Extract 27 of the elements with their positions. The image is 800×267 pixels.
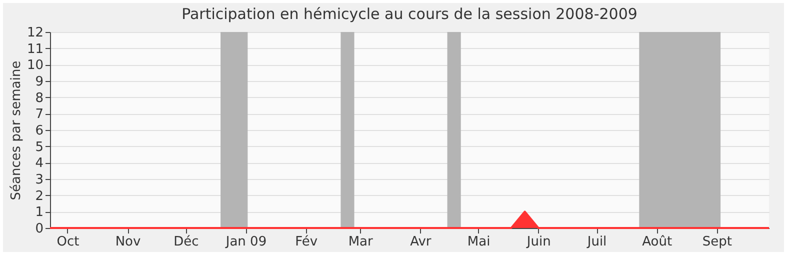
y-tick-label: 8 xyxy=(35,90,44,106)
y-tick-label: 0 xyxy=(35,222,44,236)
y-tick-label: 11 xyxy=(26,42,44,57)
y-tick-label: 1 xyxy=(35,205,44,220)
y-tick-label: 5 xyxy=(35,140,44,155)
x-tick-label: Oct xyxy=(56,234,80,250)
x-tick-label: Sept xyxy=(702,234,732,250)
x-tick-label: Nov xyxy=(115,234,142,250)
x-tick-label: Fév xyxy=(295,234,318,250)
y-tick-label: 12 xyxy=(26,26,44,40)
chart-title: Participation en hémicycle au cours de la session 2008-2009 xyxy=(182,5,638,23)
x-tick-label: Juin xyxy=(526,234,551,250)
y-tick-label: 10 xyxy=(26,58,44,74)
x-tick-label: Août xyxy=(642,234,672,250)
x-tick-label: Avr xyxy=(410,234,432,250)
y-tick-label: 9 xyxy=(35,74,44,90)
y-tick-label: 7 xyxy=(35,107,44,122)
y-tick-label: 2 xyxy=(35,188,44,204)
y-tick-label: 4 xyxy=(35,156,44,172)
y-tick-label: 3 xyxy=(35,172,44,188)
x-tick-label: Juil xyxy=(586,234,607,250)
x-tick-label: Jan 09 xyxy=(224,234,267,250)
x-tick-label: Mar xyxy=(348,234,374,250)
y-axis-title: Séances par semaine xyxy=(8,60,24,200)
y-tick-label: 6 xyxy=(35,124,44,138)
x-tick-label: Mai xyxy=(467,234,490,250)
x-tick-label: Déc xyxy=(174,234,199,250)
